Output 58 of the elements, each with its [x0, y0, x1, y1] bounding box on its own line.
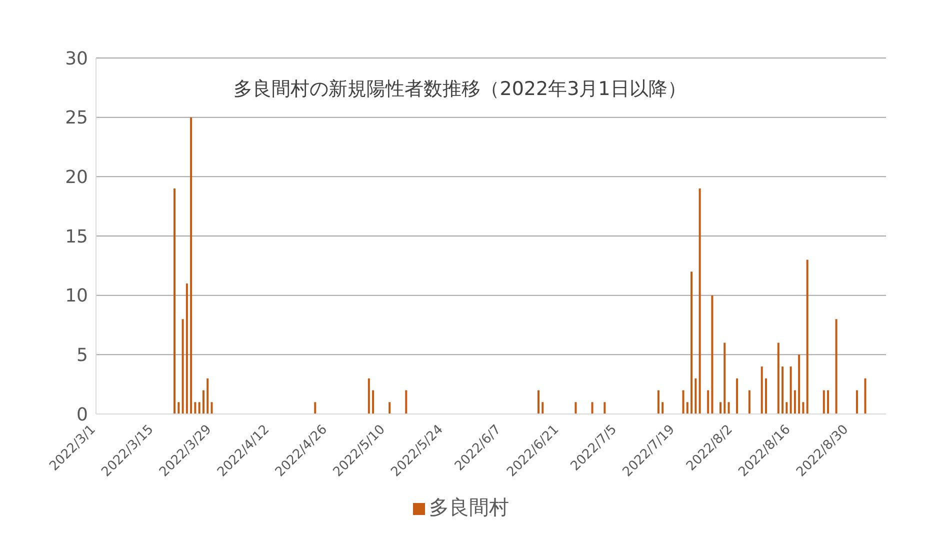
- bar: [206, 378, 209, 414]
- bar: [314, 402, 316, 414]
- bar: [728, 402, 730, 414]
- bar: [736, 378, 738, 414]
- bar: [591, 402, 594, 414]
- bar: [827, 390, 830, 414]
- bar: [194, 402, 196, 414]
- bar: [760, 366, 763, 414]
- bar: [748, 390, 750, 414]
- bar: [690, 272, 693, 414]
- y-tick-label: 5: [76, 345, 88, 366]
- bar: [694, 378, 697, 414]
- bar: [405, 390, 408, 414]
- bar: [856, 390, 858, 414]
- bar: [537, 390, 540, 414]
- bar: [719, 402, 722, 414]
- y-tick-label: 10: [65, 286, 88, 307]
- bar: [686, 402, 688, 414]
- bar: [724, 342, 726, 414]
- bar: [786, 402, 788, 414]
- bar: [707, 390, 710, 414]
- bar: [802, 402, 804, 414]
- bar: [682, 390, 684, 414]
- bar: [604, 402, 606, 414]
- bar: [186, 283, 188, 414]
- y-tick-label: 15: [65, 226, 88, 248]
- bar: [777, 342, 780, 414]
- bar: [806, 260, 808, 414]
- legend-label: 多良間村: [429, 495, 509, 519]
- bar: [202, 390, 204, 414]
- bar: [210, 402, 213, 414]
- bar: [372, 390, 374, 414]
- bar: [657, 390, 660, 414]
- bar: [198, 402, 200, 414]
- bar: [388, 402, 391, 414]
- bar: [368, 378, 370, 414]
- bar: [174, 188, 176, 414]
- y-tick-label: 20: [65, 167, 88, 188]
- bar: [542, 402, 544, 414]
- y-tick-label: 25: [65, 108, 88, 129]
- bar: [764, 378, 767, 414]
- bar: [574, 402, 577, 414]
- bar: [182, 319, 184, 414]
- y-tick-label: 0: [76, 404, 88, 426]
- bar: [782, 366, 784, 414]
- bar: [822, 390, 825, 414]
- bar: [794, 390, 796, 414]
- bar: [190, 117, 192, 414]
- y-tick-label: 30: [65, 48, 88, 70]
- bar: [698, 188, 701, 414]
- text: 多良間村の新規陽性者数推移（2022年3月1日以降）: [234, 78, 686, 100]
- bar: [835, 319, 838, 414]
- bar: [178, 402, 180, 414]
- bar: [662, 402, 664, 414]
- bar: [790, 366, 792, 414]
- bar: [864, 378, 866, 414]
- bar: [798, 354, 800, 414]
- bar: [711, 295, 714, 414]
